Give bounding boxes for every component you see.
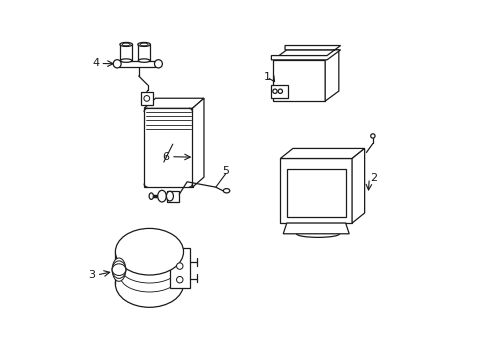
Text: 3: 3 bbox=[88, 270, 95, 280]
Polygon shape bbox=[283, 223, 348, 234]
Ellipse shape bbox=[122, 43, 130, 46]
Circle shape bbox=[176, 263, 183, 269]
Circle shape bbox=[370, 134, 374, 138]
Ellipse shape bbox=[113, 60, 121, 68]
Ellipse shape bbox=[120, 262, 178, 292]
Polygon shape bbox=[167, 191, 179, 202]
Ellipse shape bbox=[140, 43, 148, 46]
Polygon shape bbox=[273, 60, 325, 101]
Circle shape bbox=[176, 276, 183, 283]
Circle shape bbox=[272, 89, 277, 93]
Ellipse shape bbox=[158, 190, 166, 202]
Polygon shape bbox=[280, 148, 364, 158]
Polygon shape bbox=[273, 50, 338, 60]
Ellipse shape bbox=[223, 189, 229, 193]
Ellipse shape bbox=[120, 253, 178, 283]
Circle shape bbox=[143, 95, 149, 101]
Ellipse shape bbox=[112, 261, 125, 278]
Text: 2: 2 bbox=[369, 173, 376, 183]
Polygon shape bbox=[140, 92, 153, 105]
Polygon shape bbox=[119, 60, 155, 67]
Polygon shape bbox=[280, 158, 351, 223]
Text: 1: 1 bbox=[264, 72, 271, 82]
Ellipse shape bbox=[120, 59, 132, 62]
Ellipse shape bbox=[115, 261, 183, 307]
Ellipse shape bbox=[120, 42, 132, 46]
Text: 4: 4 bbox=[92, 58, 99, 68]
Polygon shape bbox=[192, 98, 203, 187]
Ellipse shape bbox=[115, 228, 183, 275]
Polygon shape bbox=[325, 50, 338, 101]
Ellipse shape bbox=[138, 59, 149, 62]
Polygon shape bbox=[169, 248, 189, 288]
Text: 6: 6 bbox=[162, 152, 169, 162]
Polygon shape bbox=[271, 45, 340, 60]
Circle shape bbox=[278, 89, 282, 93]
Polygon shape bbox=[144, 108, 192, 187]
Ellipse shape bbox=[112, 264, 125, 275]
Ellipse shape bbox=[138, 42, 150, 46]
Ellipse shape bbox=[166, 191, 173, 201]
Polygon shape bbox=[271, 85, 287, 98]
Polygon shape bbox=[351, 148, 364, 223]
Polygon shape bbox=[144, 98, 203, 108]
Ellipse shape bbox=[154, 60, 162, 68]
Ellipse shape bbox=[149, 193, 153, 199]
Ellipse shape bbox=[112, 258, 125, 281]
Polygon shape bbox=[286, 168, 345, 217]
Text: 5: 5 bbox=[222, 166, 229, 176]
Ellipse shape bbox=[120, 244, 178, 274]
